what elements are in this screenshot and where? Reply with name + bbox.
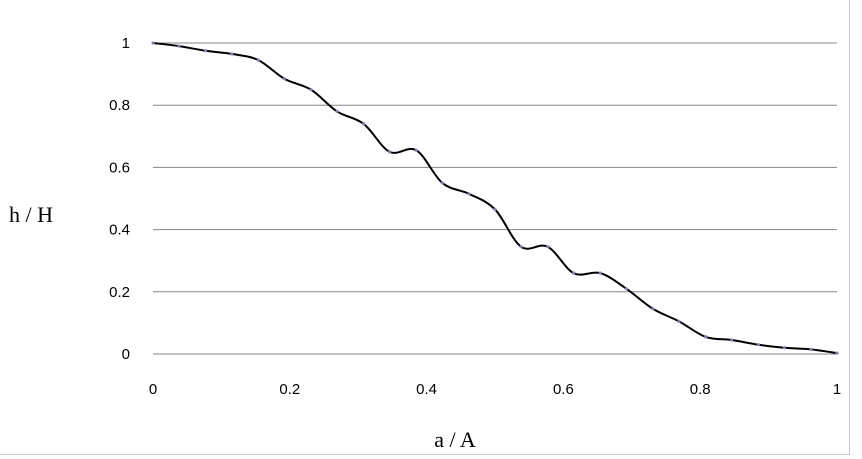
data-point xyxy=(624,287,628,291)
data-point xyxy=(598,271,602,275)
data-point xyxy=(835,351,839,355)
y-tick-label: 0.6 xyxy=(109,159,130,176)
data-point xyxy=(809,347,813,351)
x-tick-labels: 0 0.2 0.4 0.6 0.8 1 xyxy=(149,381,841,398)
data-point xyxy=(572,271,576,275)
y-tick-label: 0.8 xyxy=(109,97,130,114)
x-tick-label: 0.4 xyxy=(416,381,437,398)
data-point xyxy=(151,41,155,45)
y-axis-title: h / H xyxy=(9,202,53,227)
x-axis-title: a / A xyxy=(434,427,476,452)
y-tick-label: 0.2 xyxy=(109,284,130,301)
data-point xyxy=(782,346,786,350)
x-tick-label: 0.6 xyxy=(553,381,574,398)
data-point xyxy=(414,148,418,152)
x-tick-label: 1 xyxy=(833,381,841,398)
data-point xyxy=(651,307,655,311)
x-tick-label: 0 xyxy=(149,381,157,398)
data-point xyxy=(204,49,208,53)
series-markers xyxy=(151,41,839,355)
data-point xyxy=(362,122,366,126)
series-line xyxy=(152,42,838,355)
data-point xyxy=(546,245,550,249)
data-point xyxy=(493,207,497,211)
data-point xyxy=(256,58,260,62)
data-point xyxy=(756,343,760,347)
chart-frame xyxy=(0,0,850,455)
data-point xyxy=(677,319,681,323)
y-tick-label: 0.4 xyxy=(109,222,130,239)
data-point xyxy=(730,338,734,342)
data-point xyxy=(230,52,234,56)
x-tick-label: 0.8 xyxy=(690,381,711,398)
data-point xyxy=(309,88,313,92)
data-point xyxy=(704,335,708,339)
y-tick-labels: 0 0.2 0.4 0.6 0.8 1 xyxy=(109,35,130,363)
data-point xyxy=(519,245,523,249)
data-point xyxy=(467,192,471,196)
x-tick-label: 0.2 xyxy=(279,381,300,398)
data-point xyxy=(335,109,339,114)
y-tick-label: 1 xyxy=(122,35,130,52)
data-point xyxy=(440,181,444,185)
gridlines xyxy=(153,42,837,293)
data-point xyxy=(177,44,181,48)
y-tick-label: 0 xyxy=(122,346,130,363)
data-point xyxy=(282,77,286,81)
data-point xyxy=(388,150,392,154)
